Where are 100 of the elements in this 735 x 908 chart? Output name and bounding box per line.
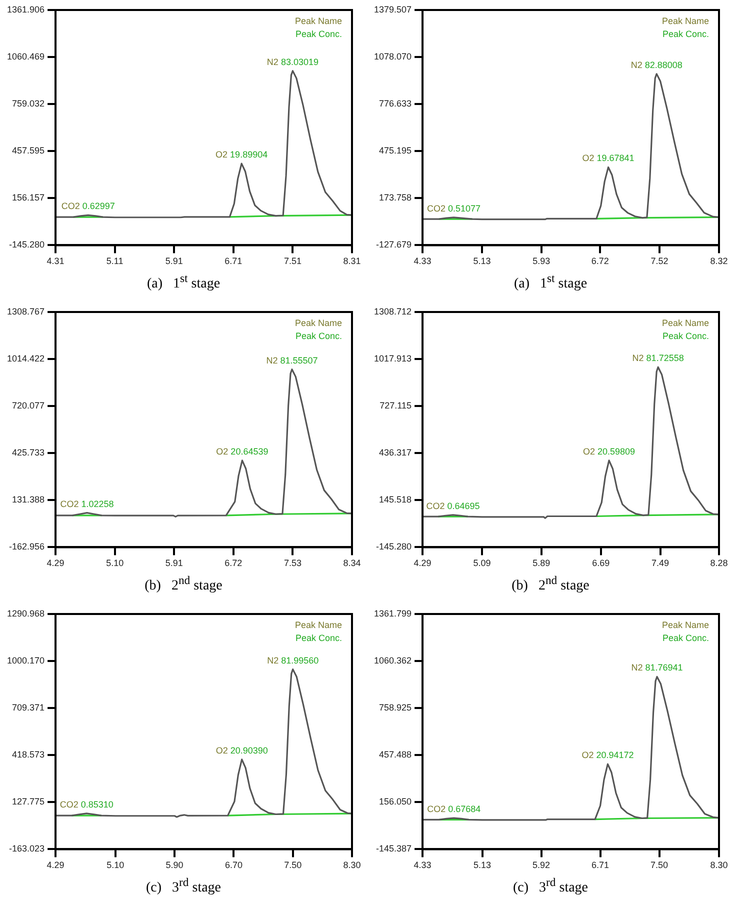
annotation: CO2 0.51077: [426, 203, 480, 214]
x-tick-label: 5.93: [532, 256, 550, 266]
x-tick-label: 7.51: [283, 256, 301, 266]
x-tick-label: 5.09: [472, 558, 490, 568]
annotation: Peak Name: [661, 620, 708, 630]
y-tick-label: 457.488: [378, 750, 412, 760]
y-tick-label: 1290.968: [6, 608, 44, 618]
x-tick-label: 4.29: [413, 558, 431, 568]
annotation: Peak Conc.: [294, 632, 342, 643]
y-tick-label: 1000.170: [6, 656, 44, 666]
annotation: CO2 0.62997: [60, 201, 114, 212]
y-tick-label: 1014.422: [6, 354, 44, 364]
annotation: O2 20.64539: [216, 446, 268, 456]
annotation: N2 81.72558: [632, 353, 684, 364]
x-tick-label: 5.13: [472, 256, 490, 266]
y-tick-label: -162.956: [8, 542, 44, 552]
text: (a) 1$^{st}$ stage: [146, 272, 220, 293]
y-tick-label: 759.032: [11, 98, 44, 109]
y-tick-label: 720.077: [11, 400, 44, 411]
y-tick-label: 145.518: [378, 494, 412, 505]
annotation: N2 83.03019: [266, 56, 318, 67]
y-tick-label: 758.925: [378, 702, 412, 713]
x-tick-label: 8.30: [710, 860, 728, 870]
annotation: O2 19.89904: [215, 150, 268, 160]
text: (b) 2$^{nd}$ stage: [144, 574, 222, 595]
annotation: N2 81.76941: [630, 662, 682, 673]
y-tick-label: 436.317: [378, 448, 412, 458]
y-tick-label: 1017.913: [373, 354, 412, 364]
x-tick-label: 6.70: [224, 860, 242, 870]
x-tick-label: 5.89: [532, 558, 550, 568]
x-tick-label: 4.29: [46, 558, 64, 568]
y-tick-label: 1308.712: [373, 306, 412, 316]
x-tick-label: 6.72: [224, 558, 242, 568]
y-tick-label: 425.733: [11, 448, 44, 458]
annotation: O2 20.90390: [215, 745, 268, 756]
x-tick-label: 5.92: [532, 860, 550, 870]
annotation: Peak Conc.: [294, 330, 342, 341]
y-tick-label: 1308.767: [6, 306, 44, 316]
y-tick-label: -145.280: [376, 542, 412, 552]
annotation: Peak Name: [661, 318, 708, 328]
x-tick-label: 7.49: [651, 558, 669, 568]
text: (b) 2$^{nd}$ stage: [512, 574, 590, 595]
y-tick-label: 1379.507: [373, 4, 412, 14]
text: (a) 1$^{st}$ stage: [514, 272, 588, 293]
y-tick-label: 1361.799: [373, 608, 412, 618]
y-tick-label: 156.050: [378, 796, 412, 807]
x-tick-label: 5.91: [164, 558, 182, 568]
annotation: Peak Name: [661, 16, 708, 26]
annotation: Peak Conc.: [662, 28, 708, 39]
annotation: O2 20.94172: [581, 750, 634, 760]
y-tick-label: 418.573: [11, 750, 44, 760]
y-tick-label: 1060.362: [373, 656, 412, 666]
x-tick-label: 4.33: [413, 860, 431, 870]
x-tick-label: 6.69: [592, 558, 610, 568]
annotation: N2 81.55507: [266, 355, 318, 366]
annotation: CO2 0.64695: [426, 500, 480, 511]
annotation: Peak Conc.: [662, 330, 708, 341]
y-tick-label: 457.595: [11, 146, 44, 156]
annotation: O2 19.67841: [582, 153, 634, 164]
x-tick-label: 5.90: [165, 860, 183, 870]
annotation: Peak Conc.: [294, 28, 342, 39]
x-tick-label: 7.50: [650, 860, 668, 870]
x-tick-label: 5.13: [473, 860, 491, 870]
y-tick-label: -127.679: [376, 240, 412, 250]
x-tick-label: 8.30: [342, 860, 360, 870]
x-tick-label: 6.72: [590, 256, 608, 266]
annotation: Peak Conc.: [662, 632, 708, 643]
x-tick-label: 7.52: [650, 256, 668, 266]
annotation: CO2 0.85310: [59, 799, 113, 810]
x-tick-label: 5.10: [106, 558, 124, 568]
y-tick-label: 776.633: [378, 98, 412, 109]
y-tick-label: 156.157: [11, 192, 44, 203]
x-tick-label: 7.50: [284, 860, 302, 870]
y-tick-label: 1078.070: [373, 52, 412, 62]
y-tick-label: -163.023: [8, 844, 44, 854]
annotation: N2 81.99560: [266, 655, 318, 666]
x-tick-label: 5.10: [106, 860, 124, 870]
x-tick-label: 4.29: [46, 860, 64, 870]
annotation: N2 82.88008: [630, 60, 682, 70]
annotation: Peak Name: [294, 16, 342, 26]
x-tick-label: 8.28: [710, 558, 728, 568]
x-tick-label: 8.31: [342, 256, 360, 266]
text: (c) 3$^{rd}$ stage: [512, 876, 588, 897]
y-tick-label: 127.775: [11, 796, 44, 807]
y-tick-label: -145.387: [376, 844, 412, 854]
annotation: CO2 1.02258: [60, 498, 114, 509]
x-tick-label: 6.71: [591, 860, 609, 870]
x-tick-label: 8.32: [710, 256, 728, 266]
x-tick-label: 7.53: [283, 558, 301, 568]
annotation: Peak Name: [294, 620, 342, 630]
y-tick-label: 173.758: [378, 192, 412, 203]
y-tick-label: -145.280: [8, 240, 44, 250]
annotation: O2 20.59809: [582, 446, 635, 456]
x-tick-label: 4.31: [46, 256, 64, 266]
text: (c) 3$^{rd}$ stage: [146, 876, 222, 897]
annotation: CO2 0.67684: [426, 804, 480, 814]
y-tick-label: 709.371: [11, 702, 44, 713]
x-tick-label: 4.33: [413, 256, 431, 266]
x-tick-label: 6.71: [224, 256, 242, 266]
y-tick-label: 131.388: [11, 494, 44, 505]
